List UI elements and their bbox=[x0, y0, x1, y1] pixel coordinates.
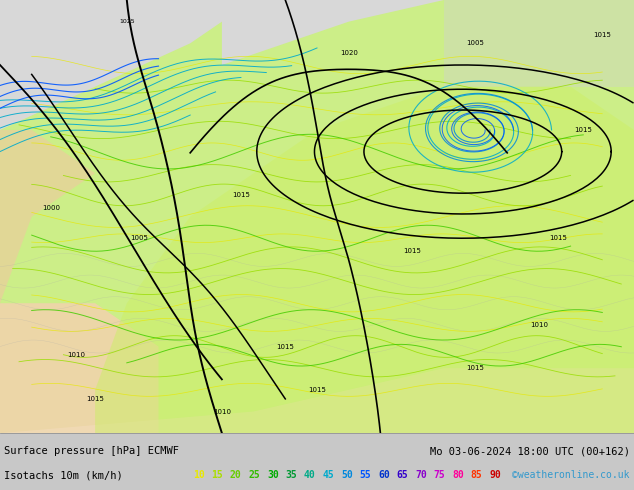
Text: 65: 65 bbox=[396, 470, 408, 480]
Text: 1010: 1010 bbox=[213, 409, 231, 415]
Text: 15: 15 bbox=[212, 470, 223, 480]
Text: 1005: 1005 bbox=[467, 40, 484, 47]
Text: 10: 10 bbox=[193, 470, 205, 480]
Text: 90: 90 bbox=[489, 470, 501, 480]
Polygon shape bbox=[0, 368, 634, 433]
Text: 1015: 1015 bbox=[593, 32, 611, 38]
Text: Isotachs 10m (km/h): Isotachs 10m (km/h) bbox=[4, 470, 123, 480]
Text: 1015: 1015 bbox=[549, 235, 567, 241]
Text: 85: 85 bbox=[470, 470, 482, 480]
Text: 55: 55 bbox=[359, 470, 372, 480]
Text: 75: 75 bbox=[434, 470, 445, 480]
Text: 40: 40 bbox=[304, 470, 316, 480]
Polygon shape bbox=[0, 303, 158, 433]
Text: 1015: 1015 bbox=[308, 387, 326, 393]
Text: 45: 45 bbox=[323, 470, 334, 480]
Text: 20: 20 bbox=[230, 470, 242, 480]
Text: 1015: 1015 bbox=[86, 395, 104, 401]
Text: 1015: 1015 bbox=[276, 343, 294, 349]
Text: ©weatheronline.co.uk: ©weatheronline.co.uk bbox=[512, 470, 630, 480]
Text: 1015: 1015 bbox=[467, 365, 484, 371]
Text: 25: 25 bbox=[249, 470, 260, 480]
Text: 1020: 1020 bbox=[340, 50, 358, 56]
Text: 30: 30 bbox=[267, 470, 279, 480]
Text: 80: 80 bbox=[452, 470, 463, 480]
Text: 1010: 1010 bbox=[67, 352, 85, 358]
Text: 1025: 1025 bbox=[119, 19, 134, 24]
Text: 50: 50 bbox=[341, 470, 353, 480]
Text: 1015: 1015 bbox=[232, 192, 250, 198]
Polygon shape bbox=[0, 130, 95, 303]
Polygon shape bbox=[0, 0, 254, 130]
Text: 35: 35 bbox=[285, 470, 297, 480]
FancyBboxPatch shape bbox=[444, 0, 634, 87]
Text: Mo 03-06-2024 18:00 UTC (00+162): Mo 03-06-2024 18:00 UTC (00+162) bbox=[430, 446, 630, 456]
Text: 1000: 1000 bbox=[42, 205, 60, 211]
Polygon shape bbox=[222, 0, 444, 65]
Text: Surface pressure [hPa] ECMWF: Surface pressure [hPa] ECMWF bbox=[4, 446, 179, 456]
Text: 70: 70 bbox=[415, 470, 427, 480]
Polygon shape bbox=[95, 87, 634, 433]
Text: 60: 60 bbox=[378, 470, 390, 480]
Text: 1015: 1015 bbox=[574, 127, 592, 133]
Text: 1005: 1005 bbox=[131, 235, 148, 241]
Text: 1015: 1015 bbox=[403, 248, 421, 254]
Text: 1010: 1010 bbox=[530, 322, 548, 328]
